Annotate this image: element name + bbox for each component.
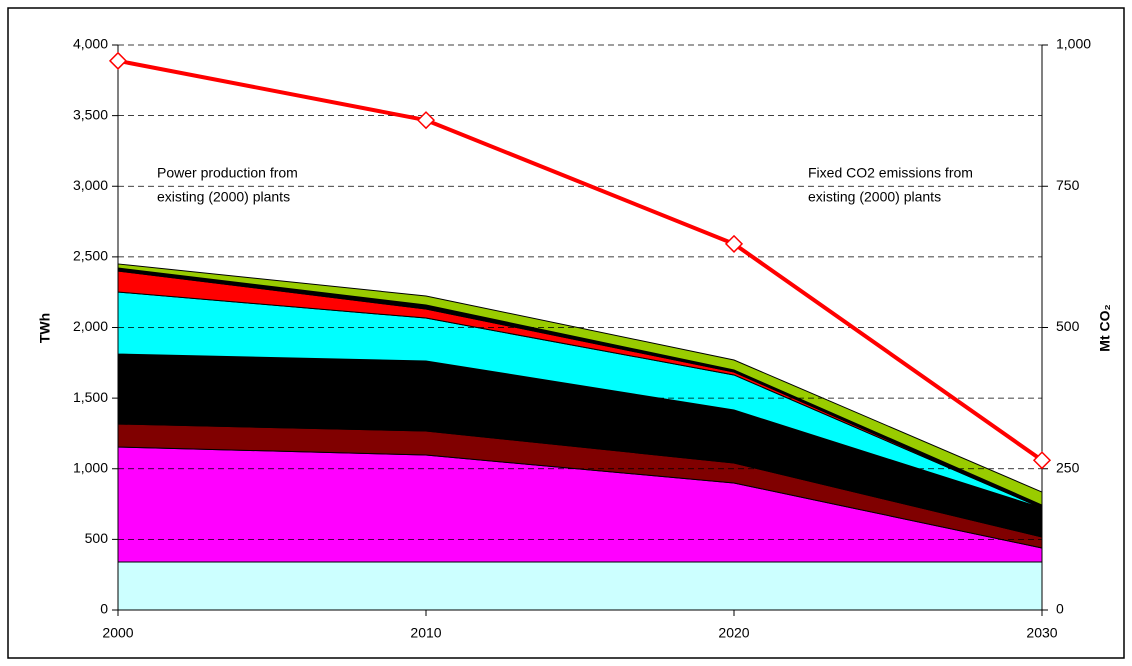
- y-tick-label: 3,500: [73, 106, 108, 122]
- marker: [108, 51, 128, 70]
- y2-tick-label: 250: [1056, 459, 1080, 475]
- x-tick-label: 2010: [410, 625, 441, 641]
- y-axis-label: TWh: [37, 313, 53, 343]
- annotation: Fixed CO2 emissions from: [808, 165, 973, 181]
- y2-tick-label: 0: [1056, 601, 1064, 617]
- y2-tick-label: 1,000: [1056, 36, 1091, 52]
- y2-tick-label: 750: [1056, 177, 1080, 193]
- y-tick-label: 4,000: [73, 36, 108, 52]
- x-tick-label: 2030: [1026, 625, 1057, 641]
- marker: [724, 234, 744, 253]
- y-tick-label: 1,500: [73, 389, 108, 405]
- annotation: existing (2000) plants: [157, 189, 290, 205]
- y-tick-label: 0: [100, 601, 108, 617]
- x-tick-label: 2000: [102, 625, 133, 641]
- line: [117, 58, 1044, 462]
- y-tick-label: 3,000: [73, 177, 108, 193]
- y-tick-label: 2,000: [73, 318, 108, 334]
- y-tick-label: 500: [85, 530, 109, 546]
- y2-axis-label: Mt CO₂: [1097, 304, 1113, 351]
- area: [117, 561, 1043, 611]
- marker: [1032, 451, 1052, 470]
- y-tick-label: 2,500: [73, 248, 108, 264]
- annotation: Power production from: [157, 165, 298, 181]
- y2-tick-label: 500: [1056, 318, 1080, 334]
- marker: [416, 111, 436, 130]
- annotation: existing (2000) plants: [808, 189, 941, 205]
- y-tick-label: 1,000: [73, 459, 108, 475]
- x-tick-label: 2020: [718, 625, 749, 641]
